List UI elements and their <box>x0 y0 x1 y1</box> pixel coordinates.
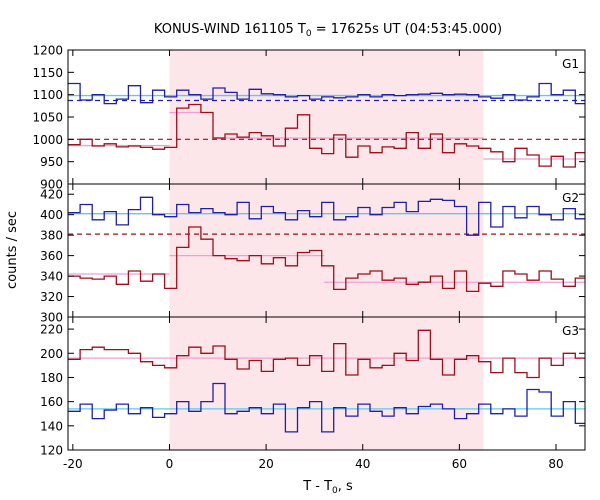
panel-g1-ytick-label-1200: 1200 <box>32 44 63 58</box>
panel-g3-label: G3 <box>562 324 579 338</box>
panel-g1-ytick-label-950: 950 <box>40 155 63 169</box>
panel-g2-ytick-label-300: 300 <box>40 311 63 325</box>
xtick-label--20: -20 <box>63 457 83 471</box>
plot-area: 90095010001050110011501200G1300320340360… <box>32 44 586 471</box>
xtick-label-40: 40 <box>355 457 370 471</box>
panel-g1-ytick-label-900: 900 <box>40 178 63 192</box>
panel-g3-blue-series <box>68 382 585 433</box>
x-label-main: T - T <box>302 479 332 494</box>
y-axis-label: counts / sec <box>5 211 20 289</box>
title-subscript: 0 <box>306 29 312 39</box>
panel-g3-ytick-label-220: 220 <box>40 323 63 337</box>
panel-g1-ytick-label-1000: 1000 <box>32 133 63 147</box>
panel-g1-ytick-label-1100: 1100 <box>32 88 63 102</box>
title-main: KONUS-WIND 161105 T <box>154 22 306 37</box>
panel-g2-ytick-label-420: 420 <box>40 188 63 202</box>
panel-g3-ytick-label-200: 200 <box>40 347 63 361</box>
xtick-label-80: 80 <box>548 457 563 471</box>
panel-g1-ytick-label-1050: 1050 <box>32 111 63 125</box>
panel-g2-ytick-label-340: 340 <box>40 270 63 284</box>
panel-g3-ytick-label-180: 180 <box>40 371 63 385</box>
xtick-label-20: 20 <box>258 457 273 471</box>
chart-title: KONUS-WIND 161105 T0 = 17625s UT (04:53:… <box>154 22 502 39</box>
panel-g2-red-series <box>68 226 585 293</box>
x-label-rest: , s <box>338 479 353 494</box>
panel-g1-label: G1 <box>562 57 579 71</box>
xtick-label-0: 0 <box>166 457 174 471</box>
panel-g1-blue-series <box>68 82 585 105</box>
panel-g2-ytick-label-320: 320 <box>40 290 63 304</box>
title-rest: = 17625s UT (04:53:45.000) <box>312 22 502 37</box>
panel-g2-label: G2 <box>562 191 579 205</box>
shaded-interval <box>169 50 484 450</box>
panel-g3-red-series <box>68 329 585 379</box>
panel-g2-ytick-label-380: 380 <box>40 229 63 243</box>
panel-g2-ytick-label-400: 400 <box>40 208 63 222</box>
panel-g2-ytick-label-360: 360 <box>40 249 63 263</box>
panel-g1-red-series <box>68 103 585 168</box>
panel-g1-ytick-label-1150: 1150 <box>32 66 63 80</box>
panel-g3-ytick-label-140: 140 <box>40 419 63 433</box>
panel-g3-frame <box>67 316 586 451</box>
panel-g3-ytick-label-120: 120 <box>40 444 63 458</box>
xtick-label-60: 60 <box>452 457 467 471</box>
panel-g3-ytick-label-160: 160 <box>40 395 63 409</box>
x-axis-label: T - T0, s <box>302 479 353 496</box>
panel-g2-blue-series <box>68 196 585 236</box>
x-label-subscript: 0 <box>332 486 338 496</box>
